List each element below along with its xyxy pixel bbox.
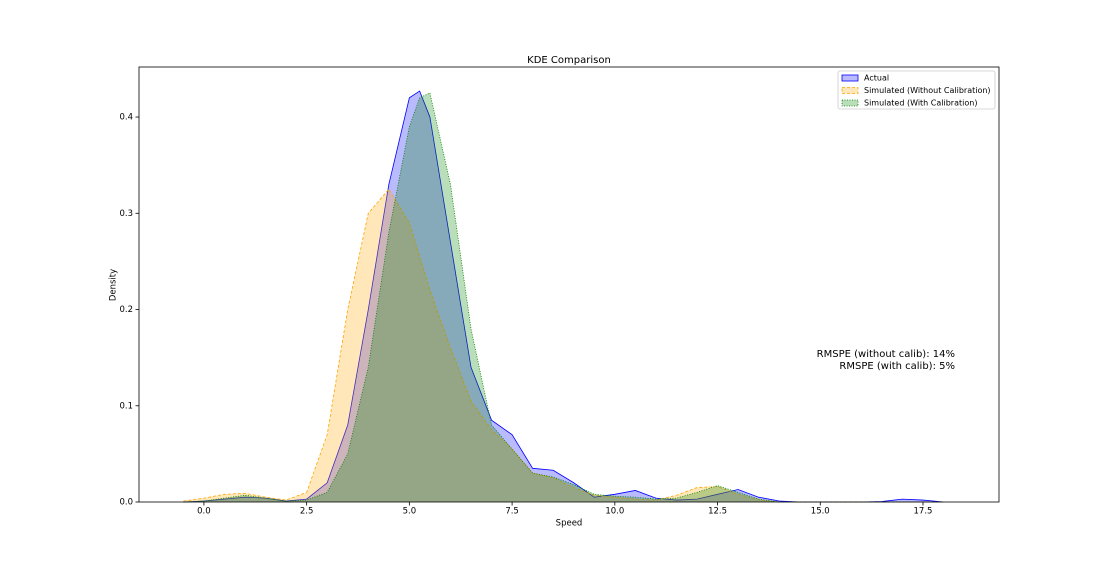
y-tick-label: 0.3 xyxy=(119,209,133,219)
density-line xyxy=(183,188,944,503)
y-tick-label: 0.0 xyxy=(119,498,133,508)
annotation: RMSPE (with calib): 5% xyxy=(839,361,955,372)
legend-box xyxy=(837,70,996,110)
legend-label: Simulated (Without Calibration) xyxy=(864,86,991,95)
x-tick-label: 0.0 xyxy=(197,507,211,517)
annotation: RMSPE (without calib): 14% xyxy=(817,349,955,360)
x-tick-label: 10.0 xyxy=(605,507,624,517)
x-axis-label: Speed xyxy=(556,519,583,529)
y-tick-label: 0.4 xyxy=(119,113,133,123)
x-tick-label: 15.0 xyxy=(811,507,830,517)
density-line xyxy=(183,92,944,503)
legend-label: Simulated (With Calibration) xyxy=(864,99,977,108)
x-tick-label: 5.0 xyxy=(403,507,417,517)
legend-swatch xyxy=(841,99,859,107)
plot-frame xyxy=(138,66,1000,503)
density-line xyxy=(183,90,944,503)
y-axis-label: Density xyxy=(109,269,119,301)
x-tick-label: 17.5 xyxy=(914,507,933,517)
chart-title: KDE Comparison xyxy=(527,55,611,66)
x-tick-label: 7.5 xyxy=(505,507,519,517)
density-area xyxy=(183,91,944,502)
density-area xyxy=(183,92,944,503)
x-tick-label: 2.5 xyxy=(300,507,314,517)
x-tick-label: 12.5 xyxy=(708,507,727,517)
legend-swatch xyxy=(841,87,859,94)
y-tick-label: 0.2 xyxy=(119,305,133,315)
legend-label: Actual xyxy=(864,74,889,83)
legend-swatch xyxy=(841,74,859,82)
y-tick-label: 0.1 xyxy=(119,401,133,411)
density-area xyxy=(183,189,944,502)
